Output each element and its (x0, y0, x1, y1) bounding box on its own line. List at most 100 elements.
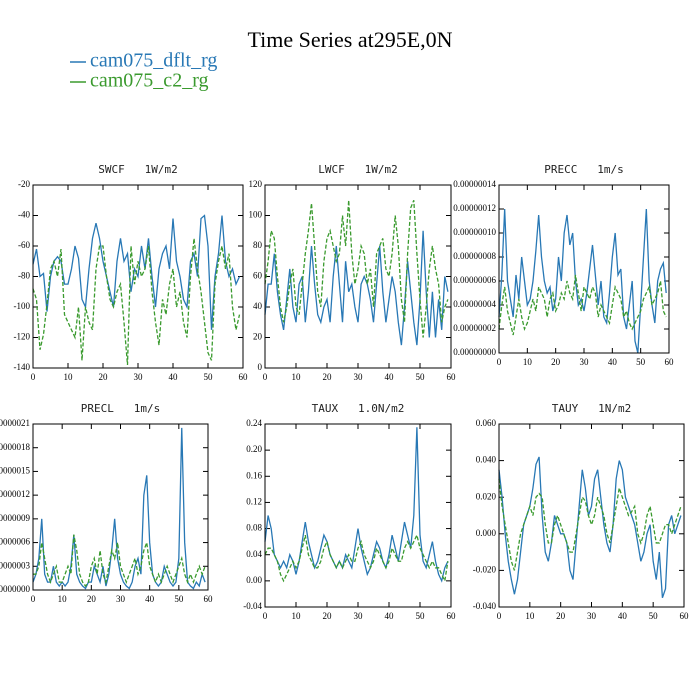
x-tick-label: 50 (416, 372, 426, 382)
y-tick-label: 0 (258, 362, 263, 372)
y-tick-label: -40 (18, 210, 30, 220)
y-tick-label: -20 (18, 179, 30, 189)
panel-title: TAUX 1.0N/m2 (312, 402, 405, 415)
x-tick-label: 10 (523, 357, 533, 367)
series-line (264, 200, 449, 338)
y-tick-label: 80 (253, 240, 263, 250)
x-tick-label: 60 (447, 611, 457, 621)
panel-title: PRECL 1m/s (81, 402, 160, 415)
x-tick-label: 0 (263, 372, 268, 382)
x-tick-label: 20 (323, 611, 333, 621)
y-tick-label: 0.040 (476, 455, 497, 465)
x-tick-label: 40 (608, 357, 618, 367)
x-tick-label: 0 (31, 372, 36, 382)
figure-title: Time Series at295E,0N (247, 27, 452, 52)
y-tick-label: 0.00000021 (0, 418, 30, 428)
series-line (498, 478, 682, 571)
x-tick-label: 20 (87, 594, 97, 604)
x-tick-label: 30 (116, 594, 126, 604)
x-tick-label: 10 (58, 594, 68, 604)
legend-label: cam075_dflt_rg (90, 50, 217, 72)
x-tick-label: 50 (174, 594, 184, 604)
y-tick-label: 0.000 (476, 528, 497, 538)
plot-frame (264, 423, 452, 608)
y-tick-label: 100 (249, 210, 263, 220)
y-tick-label: 60 (253, 271, 263, 281)
y-tick-label: 20 (253, 332, 263, 342)
x-tick-label: 50 (636, 357, 646, 367)
y-tick-label: 0.16 (246, 470, 262, 480)
panel-title: LWCF 1W/m2 (318, 163, 397, 176)
x-tick-label: 50 (416, 611, 426, 621)
x-tick-label: 60 (680, 611, 690, 621)
y-tick-label: 0.00000009 (0, 513, 31, 523)
x-tick-label: 30 (354, 611, 364, 621)
y-tick-label: 0.00000015 (0, 465, 31, 475)
y-tick-label: 0.00000004 (453, 299, 496, 309)
y-tick-label: -140 (14, 362, 31, 372)
x-tick-label: 30 (134, 372, 144, 382)
x-tick-label: 20 (323, 372, 333, 382)
y-tick-label: 0.00000000 (453, 347, 496, 357)
y-tick-label: -0.04 (243, 601, 262, 611)
plot-frame (32, 184, 244, 369)
x-tick-label: 0 (263, 611, 268, 621)
x-tick-label: 10 (64, 372, 74, 382)
x-tick-label: 10 (525, 611, 535, 621)
plot-frame (498, 184, 670, 354)
y-tick-label: -80 (18, 271, 30, 281)
y-tick-label: -0.020 (473, 564, 497, 574)
panel-title: TAUY 1N/m2 (552, 402, 631, 415)
series-line (33, 534, 206, 588)
panel-title: SWCF 1W/m2 (98, 163, 177, 176)
legend-label: cam075_c2_rg (90, 70, 209, 92)
series-line (498, 274, 667, 336)
series-line (498, 208, 667, 354)
x-tick-label: 30 (587, 611, 597, 621)
y-tick-label: 0.08 (246, 523, 262, 533)
x-tick-label: 40 (385, 611, 395, 621)
x-tick-label: 60 (665, 357, 675, 367)
x-tick-label: 0 (497, 611, 502, 621)
x-tick-label: 40 (385, 372, 395, 382)
y-tick-label: 40 (253, 301, 263, 311)
series-line (32, 427, 206, 590)
y-tick-label: 0.24 (246, 418, 262, 428)
x-tick-label: 0 (31, 594, 36, 604)
x-tick-label: 40 (145, 594, 155, 604)
y-tick-label: 0.00000012 (453, 203, 496, 213)
x-tick-label: 10 (292, 611, 302, 621)
x-tick-label: 20 (556, 611, 566, 621)
y-tick-label: -100 (14, 301, 31, 311)
y-tick-label: 0.00 (246, 575, 262, 585)
y-tick-label: 0.00000002 (453, 323, 496, 333)
y-tick-label: 0.00000010 (453, 227, 496, 237)
y-tick-label: 0.00000006 (453, 275, 496, 285)
x-tick-label: 20 (99, 372, 109, 382)
x-tick-label: 10 (292, 372, 302, 382)
y-tick-label: 0.00000014 (453, 179, 496, 189)
series-line (264, 533, 449, 584)
series-line (264, 230, 449, 346)
x-tick-label: 50 (204, 372, 214, 382)
x-tick-label: 60 (239, 372, 249, 382)
x-tick-label: 60 (447, 372, 457, 382)
plot-frame (264, 184, 452, 369)
x-tick-label: 0 (497, 357, 502, 367)
plot-frame (498, 423, 685, 608)
x-tick-label: 60 (204, 594, 214, 604)
y-tick-label: 0.00000008 (453, 251, 496, 261)
x-tick-label: 30 (354, 372, 364, 382)
y-tick-label: 0.00000006 (0, 537, 31, 547)
y-tick-label: 0.020 (476, 491, 497, 501)
x-tick-label: 20 (551, 357, 561, 367)
y-tick-label: 0.00000000 (0, 584, 31, 594)
y-tick-label: 0.060 (476, 418, 497, 428)
x-tick-label: 40 (169, 372, 179, 382)
panel-title: PRECC 1m/s (544, 163, 623, 176)
y-tick-label: 120 (249, 179, 263, 189)
x-tick-label: 50 (649, 611, 659, 621)
